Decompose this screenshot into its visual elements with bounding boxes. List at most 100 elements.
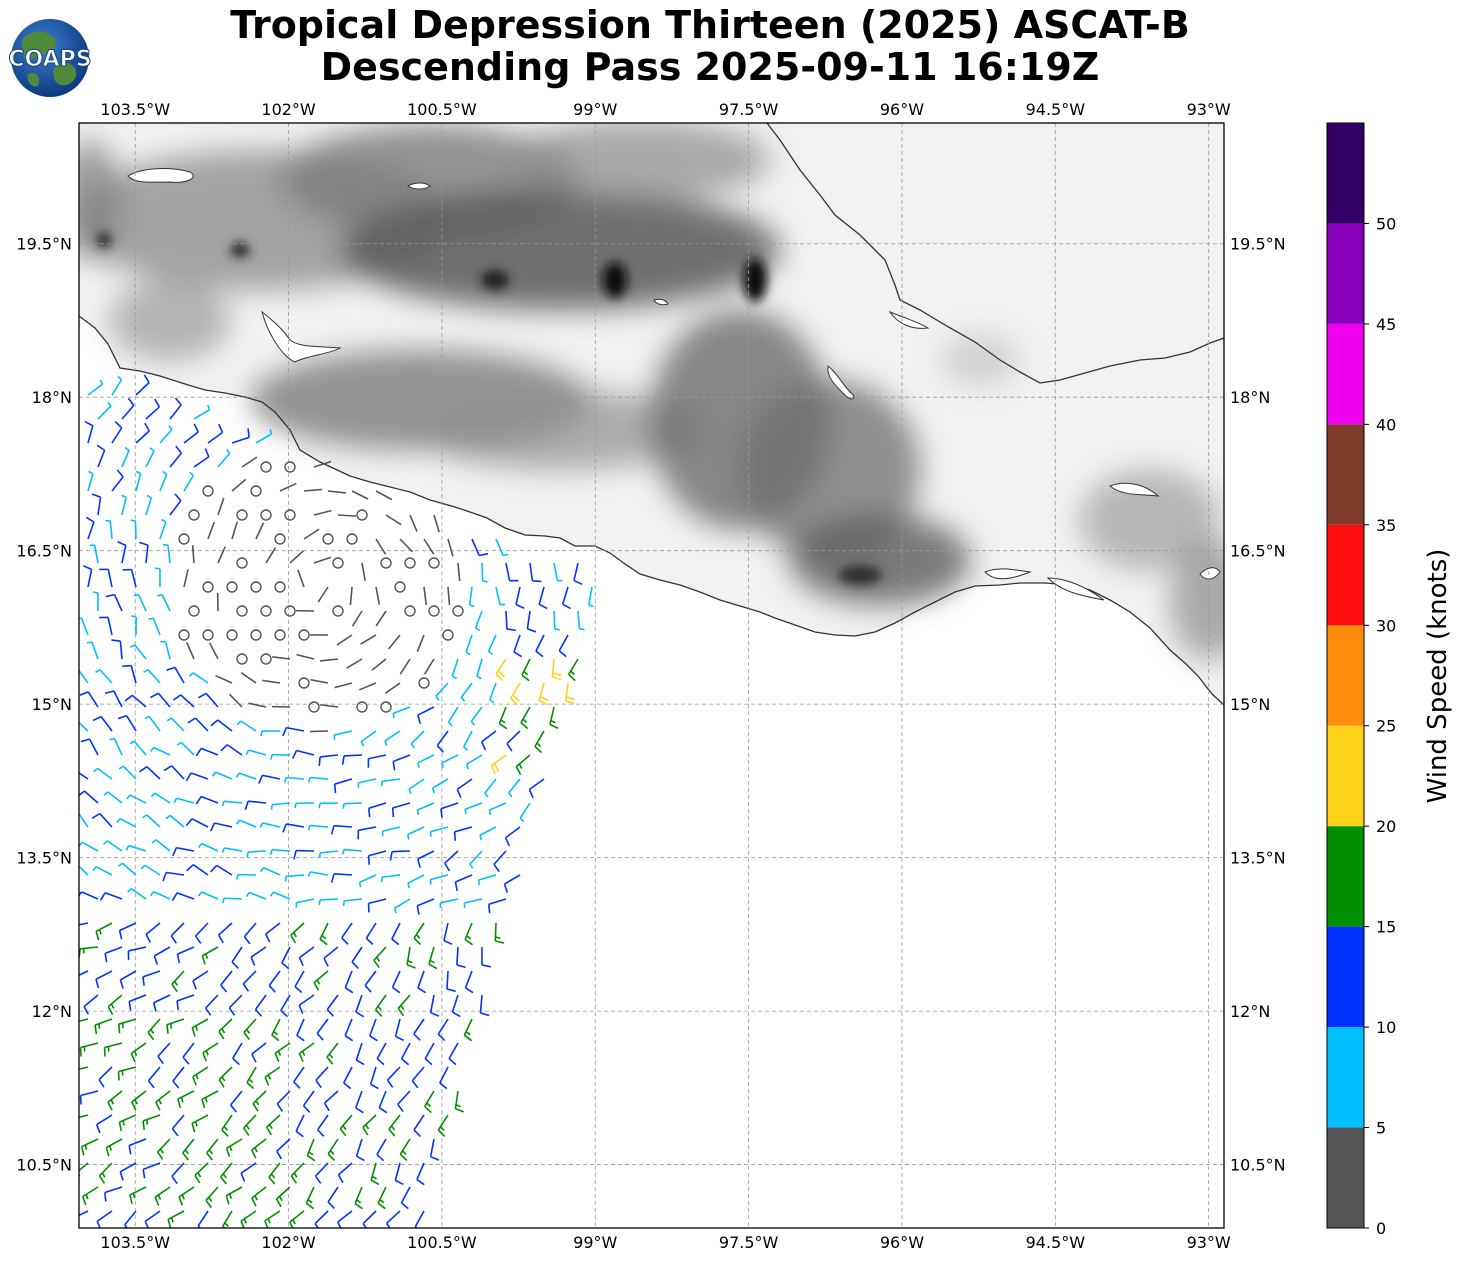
wind-barb	[528, 778, 545, 799]
wind-barb	[416, 802, 435, 816]
wind-barb	[95, 970, 113, 989]
wind-barb	[117, 714, 137, 732]
wind-barb	[344, 970, 354, 994]
wind-barb	[197, 692, 219, 708]
wind-barb	[89, 544, 99, 564]
wind-barb	[172, 846, 195, 857]
wind-barb	[185, 818, 209, 828]
wind-barb	[359, 682, 377, 691]
wind-barb	[481, 562, 488, 583]
wind-barb	[428, 946, 438, 970]
wind-barb	[130, 1042, 147, 1062]
wind-barb	[377, 1186, 387, 1210]
colorbar-bin	[1327, 1027, 1364, 1128]
wind-barb	[306, 1138, 316, 1162]
wind-barb	[464, 922, 473, 946]
wind-barb	[346, 658, 363, 669]
wind-barb	[375, 610, 387, 627]
wind-barb	[255, 522, 265, 540]
wind-barb	[166, 1018, 185, 1034]
wind-barb	[323, 946, 339, 967]
calm-wind-marker	[202, 581, 214, 593]
wind-barb	[272, 656, 291, 660]
wind-barb	[318, 802, 339, 809]
wind-barb	[209, 864, 233, 876]
wind-barb	[265, 922, 281, 943]
wind-barb	[417, 754, 435, 768]
wind-barb	[281, 946, 291, 970]
wind-barb	[122, 664, 137, 684]
wind-barb	[320, 658, 339, 662]
wind-barb	[367, 754, 387, 768]
wind-barb	[188, 672, 209, 684]
wind-barb	[194, 1162, 209, 1184]
wind-barb	[241, 456, 258, 468]
wind-barb	[493, 850, 507, 873]
wind-barb	[186, 864, 209, 876]
wind-barb	[152, 994, 171, 1012]
lat-tick-right: 13.5°N	[1230, 849, 1286, 868]
wind-barb	[135, 422, 150, 444]
lon-tick-top: 96°W	[880, 100, 924, 119]
wind-barb	[151, 839, 171, 852]
wind-barb	[289, 1210, 305, 1228]
wind-barb	[211, 771, 233, 780]
wind-barb	[367, 898, 387, 913]
wind-barb	[236, 873, 257, 880]
wind-barb	[431, 778, 449, 794]
wind-barb	[157, 1042, 171, 1065]
colorbar-bin	[1327, 625, 1364, 726]
wind-barb	[165, 814, 185, 828]
wind-barb	[429, 874, 449, 885]
calm-wind-marker	[298, 629, 310, 641]
wind-barb	[142, 1114, 161, 1131]
wind-barb	[303, 488, 323, 492]
colorbar-tick-label: 35	[1376, 516, 1396, 535]
wind-barb	[457, 562, 461, 581]
wind-barb	[121, 446, 130, 468]
wind-barb	[92, 866, 113, 876]
wind-barb	[392, 754, 411, 771]
wind-barb	[280, 994, 291, 1018]
colorbar-tick-label: 0	[1376, 1219, 1386, 1238]
wind-barb	[145, 494, 153, 516]
lat-tick-right: 16.5°N	[1230, 542, 1286, 561]
wind-barb	[341, 754, 363, 765]
wind-barb	[506, 730, 521, 752]
calm-wind-marker	[236, 509, 248, 521]
wind-barb	[251, 1138, 267, 1159]
wind-barb	[171, 1162, 185, 1185]
wind-barb	[145, 447, 155, 468]
wind-barb	[290, 922, 305, 944]
wind-barb	[144, 1210, 161, 1228]
wind-barb	[259, 822, 281, 828]
wind-barb	[337, 514, 357, 517]
wind-barb	[130, 519, 137, 540]
wind-barb	[176, 994, 195, 1011]
wind-barb	[166, 666, 185, 684]
wind-barb	[397, 994, 411, 1017]
wind-barb	[206, 1138, 219, 1161]
wind-barb	[479, 826, 497, 841]
wind-barb	[423, 586, 428, 605]
lon-tick-bottom: 102°W	[261, 1233, 316, 1252]
colorbar-frame	[1326, 122, 1365, 1229]
wind-barb	[330, 824, 353, 835]
wind-barb	[111, 420, 123, 444]
wind-barb	[424, 1090, 435, 1114]
lat-tick-left: 16.5°N	[16, 542, 72, 561]
wind-barb	[79, 865, 89, 876]
wind-barb	[316, 1018, 329, 1041]
wind-barb	[470, 706, 483, 726]
wind-barb	[150, 692, 171, 708]
wind-barb	[102, 840, 123, 852]
wind-barb	[416, 898, 435, 915]
calm-wind-marker	[356, 509, 368, 521]
wind-barb	[534, 730, 545, 754]
wind-barb	[79, 691, 99, 708]
wind-barb	[326, 1042, 339, 1065]
wind-barb	[342, 802, 363, 809]
wind-barb	[105, 1138, 123, 1157]
wind-barb	[508, 778, 521, 798]
wind-barb	[148, 617, 161, 636]
